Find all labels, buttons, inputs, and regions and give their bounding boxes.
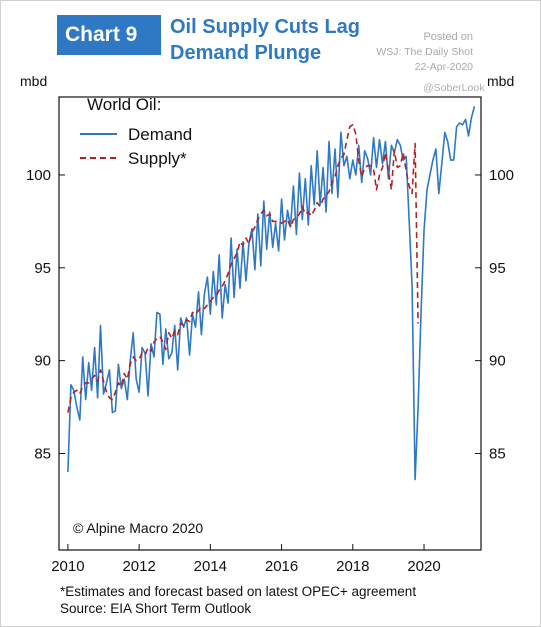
posted-watermark: Posted on WSJ: The Daily Shot 22-Apr-202… bbox=[376, 30, 473, 75]
demand-line bbox=[67, 106, 476, 481]
x-tick-label: 2016 bbox=[265, 558, 298, 575]
footnote-estimate: *Estimates and forecast based on latest … bbox=[60, 584, 417, 599]
y-tick-label-left: 85 bbox=[34, 445, 51, 462]
y-tick-label-left: 90 bbox=[34, 353, 51, 370]
twitter-handle: @SoberLook bbox=[423, 82, 485, 94]
chart-title-line2: Demand Plunge bbox=[170, 42, 322, 64]
supply-line bbox=[67, 124, 419, 413]
chart-number-badge: Chart 9 bbox=[57, 15, 161, 55]
posted-line1: Posted on bbox=[423, 31, 473, 43]
legend-supply-label: Supply* bbox=[128, 149, 187, 168]
copyright-note: © Alpine Macro 2020 bbox=[73, 520, 203, 536]
posted-line2: WSJ: The Daily Shot bbox=[376, 46, 473, 58]
footnote: *Estimates and forecast based on latest … bbox=[60, 583, 416, 617]
legend-demand-label: Demand bbox=[128, 125, 192, 144]
x-tick-label: 2014 bbox=[194, 558, 227, 575]
y-tick-label-right: 100 bbox=[489, 167, 514, 184]
x-tick-label: 2010 bbox=[51, 558, 84, 575]
y-tick-label-right: 95 bbox=[489, 260, 506, 277]
posted-line3: 22-Apr-2020 bbox=[414, 61, 473, 73]
legend-title: World Oil: bbox=[87, 95, 161, 114]
x-tick-label: 2018 bbox=[336, 558, 369, 575]
y-tick-label-right: 90 bbox=[489, 353, 506, 370]
y-tick-label-left: 100 bbox=[26, 167, 51, 184]
y-unit-right: mbd bbox=[487, 73, 515, 89]
y-tick-label-right: 85 bbox=[489, 445, 506, 462]
footnote-source: Source: EIA Short Term Outlook bbox=[60, 601, 252, 616]
y-tick-label-left: 95 bbox=[34, 260, 51, 277]
plot-area bbox=[58, 96, 482, 551]
x-tick-label: 2020 bbox=[407, 558, 440, 575]
chart-title: Oil Supply Cuts Lag Demand Plunge bbox=[170, 14, 360, 66]
chart-title-line1: Oil Supply Cuts Lag bbox=[170, 16, 361, 38]
y-unit-left: mbd bbox=[20, 73, 48, 89]
x-tick-label: 2012 bbox=[122, 558, 155, 575]
